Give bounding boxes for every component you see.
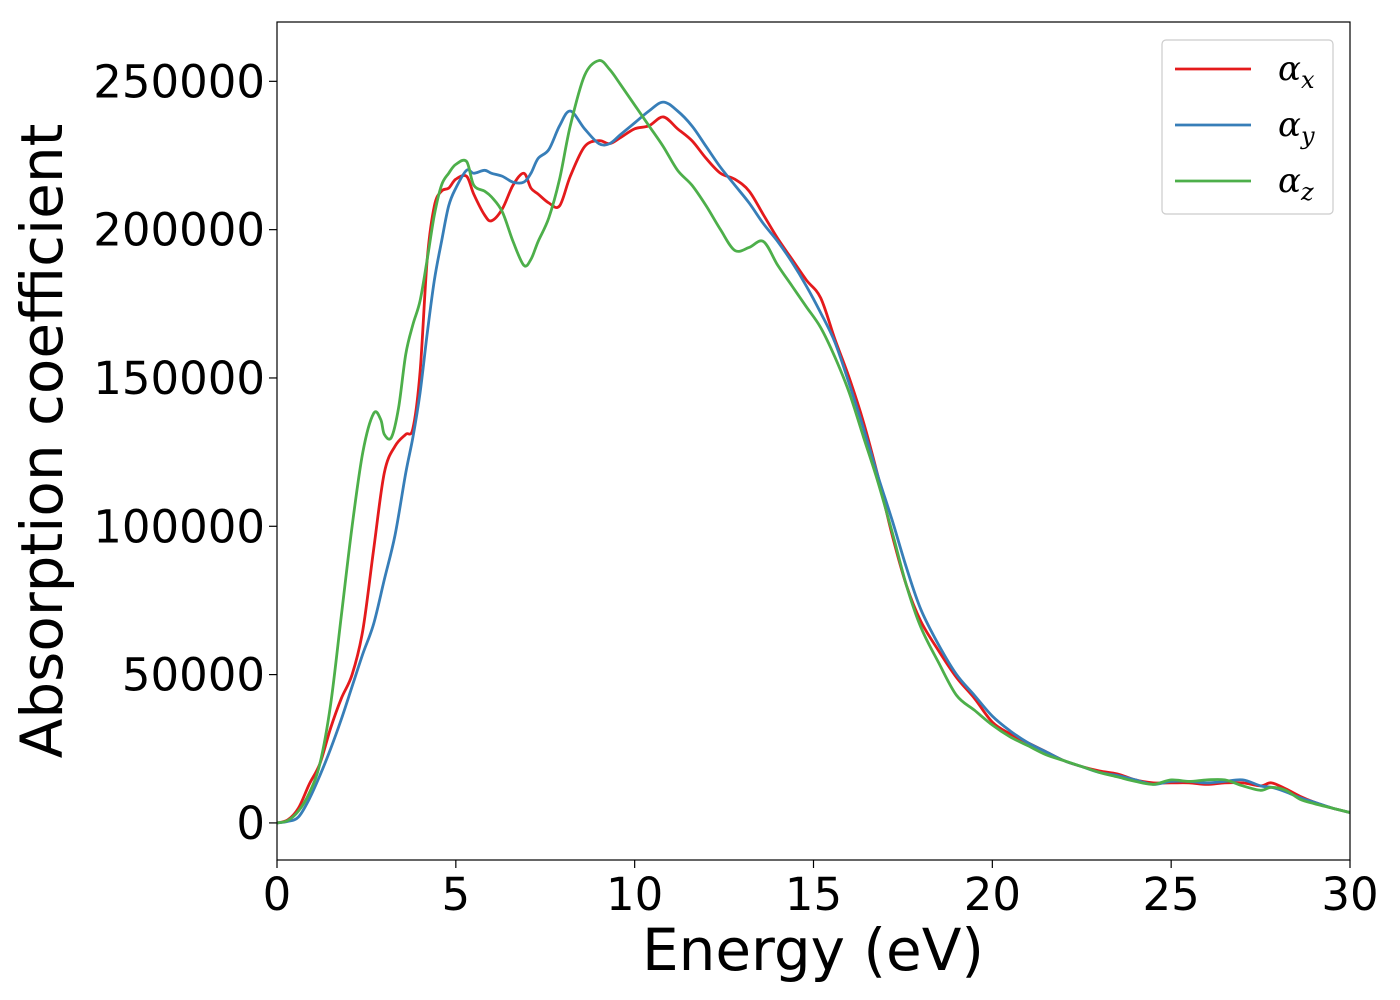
series-line-z: [276, 59, 1351, 825]
x-axis-title: Energy (eV): [642, 916, 984, 984]
y-tick-label: 200000: [93, 204, 265, 257]
legend-subscript-y: y: [1300, 122, 1315, 150]
y-axis-title: Absorption coefficient: [8, 124, 76, 759]
x-tick-label: 25: [1143, 868, 1200, 921]
series-line-x: [276, 115, 1351, 825]
x-ticks: 0 5 10 15 20 25 30: [263, 860, 1379, 921]
y-tick-label: 50000: [122, 649, 265, 702]
y-ticks: 0 50000 100000 150000 200000 250000: [93, 55, 277, 850]
legend-subscript-z: z: [1300, 178, 1314, 206]
x-tick-label: 20: [964, 868, 1021, 921]
x-tick-label: 10: [606, 868, 663, 921]
series-lines: [276, 59, 1351, 825]
legend-subscript-x: x: [1301, 66, 1315, 94]
y-tick-label: 100000: [93, 500, 265, 553]
x-tick-label: 30: [1321, 868, 1378, 921]
legend-box: [1161, 39, 1334, 215]
x-tick-label: 0: [263, 868, 292, 921]
y-tick-label: 250000: [93, 55, 265, 108]
x-tick-label: 5: [442, 868, 471, 921]
series-line-y: [276, 100, 1351, 825]
y-tick-label: 0: [236, 797, 265, 850]
y-tick-label: 150000: [93, 352, 265, 405]
plot-frame: [276, 21, 1351, 861]
x-tick-label: 15: [785, 868, 842, 921]
